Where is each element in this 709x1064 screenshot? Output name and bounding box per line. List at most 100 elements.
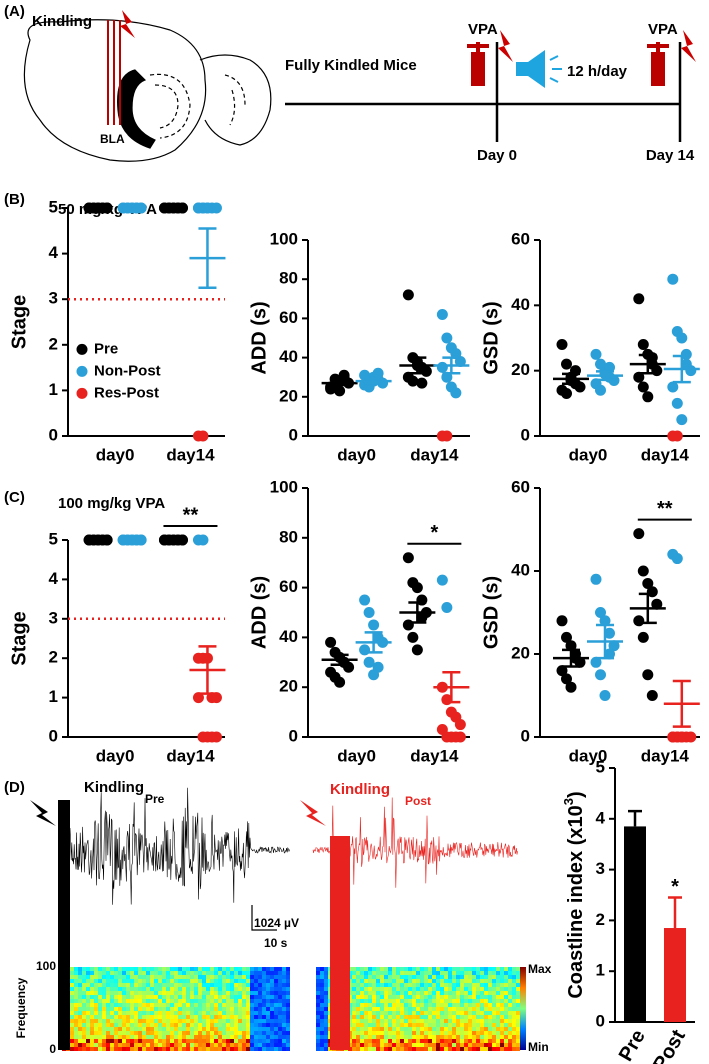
spectrogram-cell — [98, 1043, 102, 1047]
spectrogram-cell — [404, 999, 408, 1003]
dot — [338, 369, 350, 381]
dot — [556, 615, 568, 627]
spectrogram-cell — [134, 983, 138, 987]
spectrogram-cell — [254, 987, 258, 991]
spectrogram-cell — [376, 991, 380, 995]
spectrogram-cell — [210, 995, 214, 999]
spectrogram-cell — [480, 995, 484, 999]
spectrogram-cell — [90, 1027, 94, 1031]
spectrogram-cell — [82, 1027, 86, 1031]
spectrogram-cell — [254, 1023, 258, 1027]
spectrogram-cell — [246, 1003, 250, 1007]
spectrogram-cell — [440, 967, 444, 971]
spectrogram-cell — [106, 999, 110, 1003]
spectrogram-cell — [154, 999, 158, 1003]
spectrogram-cell — [352, 1043, 356, 1047]
spectrogram-cell — [198, 1019, 202, 1023]
spectrogram-cell — [158, 1031, 162, 1035]
spectrogram-cell — [130, 971, 134, 975]
spectrogram-cell — [114, 1007, 118, 1011]
spectrogram-cell — [142, 979, 146, 983]
spectrogram-cell — [170, 967, 174, 971]
spectrogram-cell — [158, 1027, 162, 1031]
spectrogram-cell — [316, 1003, 320, 1007]
spectrogram-cell — [266, 1035, 270, 1039]
spectrogram-cell — [500, 967, 504, 971]
spectrogram-cell — [70, 987, 74, 991]
spectrogram-cell — [488, 1027, 492, 1031]
spectrogram-cell — [278, 983, 282, 987]
spectrogram-cell — [242, 1039, 246, 1043]
spectrogram-cell — [162, 1019, 166, 1023]
spectrogram-cell — [484, 967, 488, 971]
spectrogram-cell — [352, 999, 356, 1003]
spectrogram-cell — [174, 1023, 178, 1027]
dot — [420, 365, 432, 377]
spectrogram-cell — [372, 995, 376, 999]
spectrogram-cell — [316, 1043, 320, 1047]
y-axis-label: GSD (s) — [480, 576, 502, 649]
spectrogram-cell — [400, 1043, 404, 1047]
spectrogram-cell — [258, 995, 262, 999]
spectrogram-cell — [158, 971, 162, 975]
spectrogram-cell — [150, 1047, 154, 1051]
spectrogram-cell — [210, 987, 214, 991]
spectrogram-cell — [286, 1043, 290, 1047]
spectrogram-cell — [496, 995, 500, 999]
spectrogram-cell — [134, 1011, 138, 1015]
dot — [201, 202, 213, 214]
bar — [664, 928, 686, 1022]
spectrogram-cell — [194, 991, 198, 995]
spectrogram-cell — [214, 1035, 218, 1039]
dot — [411, 582, 423, 594]
spectrogram-cell — [404, 987, 408, 991]
spectrogram-cell — [90, 971, 94, 975]
spectrogram-cell — [460, 987, 464, 991]
spectrogram-cell — [266, 1043, 270, 1047]
spectrogram-cell — [484, 991, 488, 995]
spectrogram-cell — [130, 983, 134, 987]
spectrogram-cell — [154, 971, 158, 975]
spectrogram-cell — [90, 991, 94, 995]
spectrogram-cell — [516, 1031, 520, 1035]
spectrogram-cell — [452, 1007, 456, 1011]
spectrogram-cell — [320, 1003, 324, 1007]
spectrogram-cell — [404, 1031, 408, 1035]
spectrogram-cell — [516, 1023, 520, 1027]
spectrogram-cell — [194, 1023, 198, 1027]
error-bar — [596, 623, 614, 660]
spectrogram-cell — [436, 1035, 440, 1039]
y-axis-label-part: Coastline index (x10 — [565, 805, 587, 998]
spectrogram-cell — [250, 1023, 254, 1027]
spectrogram-cell — [282, 995, 286, 999]
spectrogram-cell — [254, 995, 258, 999]
spectrogram-cell — [432, 1047, 436, 1051]
spectrogram-cell — [464, 967, 468, 971]
spectrogram-cell — [158, 1047, 162, 1051]
y-axis-label: Coastline index (x103) — [561, 791, 587, 998]
spectrogram-cell — [282, 1011, 286, 1015]
dot — [667, 381, 679, 393]
spectrogram-cell — [94, 1039, 98, 1043]
spectrogram-cell — [98, 1011, 102, 1015]
spectrogram-cell — [198, 975, 202, 979]
spectrogram-cell — [368, 1047, 372, 1051]
spectrogram-cell — [480, 1039, 484, 1043]
x-tick-label: day0 — [569, 445, 608, 464]
spectrogram-cell — [480, 1011, 484, 1015]
spectrogram-cell — [154, 983, 158, 987]
spectrogram-cell — [412, 999, 416, 1003]
spectrogram-cell — [476, 987, 480, 991]
spectrogram-cell — [400, 995, 404, 999]
y-tick-label: 4 — [596, 808, 606, 827]
spectrogram-cell — [266, 1011, 270, 1015]
x-tick-label: Pre — [615, 1026, 650, 1064]
spectrogram-cell — [134, 991, 138, 995]
spectrogram-cell — [254, 1019, 258, 1023]
spectrogram-cell — [150, 967, 154, 971]
spectrogram-cell — [222, 971, 226, 975]
spectrogram-cell — [178, 1047, 182, 1051]
spectrogram-cell — [246, 1027, 250, 1031]
spectrogram-cell — [456, 999, 460, 1003]
spectrogram-cell — [74, 971, 78, 975]
